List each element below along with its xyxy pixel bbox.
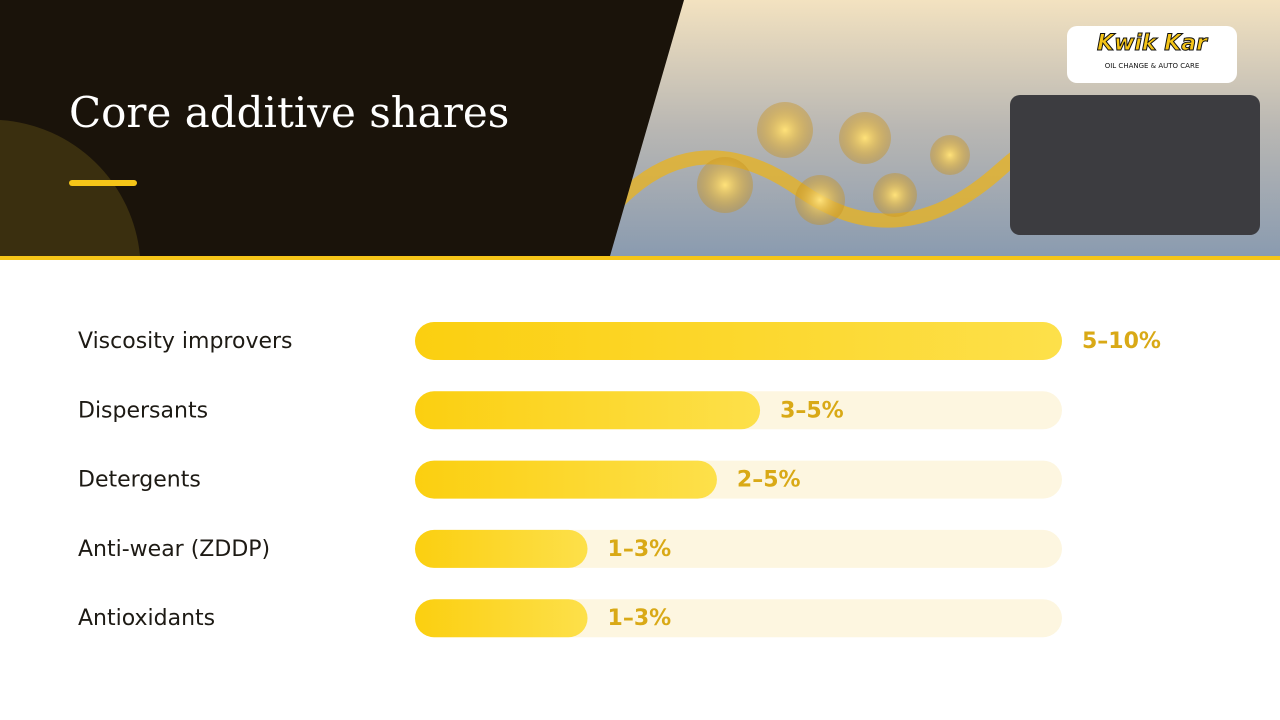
molecule xyxy=(930,135,970,175)
logo-tagline: OIL CHANGE & AUTO CARE xyxy=(1105,62,1200,70)
title-panel xyxy=(0,0,684,256)
logo-box xyxy=(1067,26,1237,83)
panel-arc xyxy=(0,120,140,256)
molecule xyxy=(795,175,845,225)
slide-title: Core additive shares xyxy=(69,88,509,137)
banner: Kwik Kar OIL CHANGE & AUTO CARE Core add… xyxy=(0,0,1280,260)
engine xyxy=(1010,95,1260,235)
value-label: 1–3% xyxy=(608,537,672,562)
category-label: Dispersants xyxy=(78,398,208,423)
bar xyxy=(415,529,588,568)
value-label: 1–3% xyxy=(608,606,672,631)
category-label: Detergents xyxy=(78,468,201,493)
category-label: Anti-wear (ZDDP) xyxy=(78,537,270,562)
molecule xyxy=(697,157,753,213)
title-underline xyxy=(69,180,137,186)
category-label: Viscosity improvers xyxy=(78,329,293,354)
value-label: 3–5% xyxy=(780,398,844,423)
value-label: 5–10% xyxy=(1082,329,1161,354)
bar xyxy=(415,460,717,499)
value-label: 2–5% xyxy=(737,468,801,493)
bar xyxy=(415,322,1062,360)
molecule xyxy=(839,112,891,164)
banner-rule xyxy=(0,256,1280,260)
chart: Viscosity improvers 5–10% Dispersants 3–5% D… xyxy=(78,322,1161,638)
category-label: Antioxidants xyxy=(78,606,215,631)
bar xyxy=(415,599,588,638)
molecule xyxy=(757,102,813,158)
logo-brand: Kwik Kar xyxy=(1097,31,1208,56)
bar xyxy=(415,391,761,430)
molecule xyxy=(873,173,917,217)
